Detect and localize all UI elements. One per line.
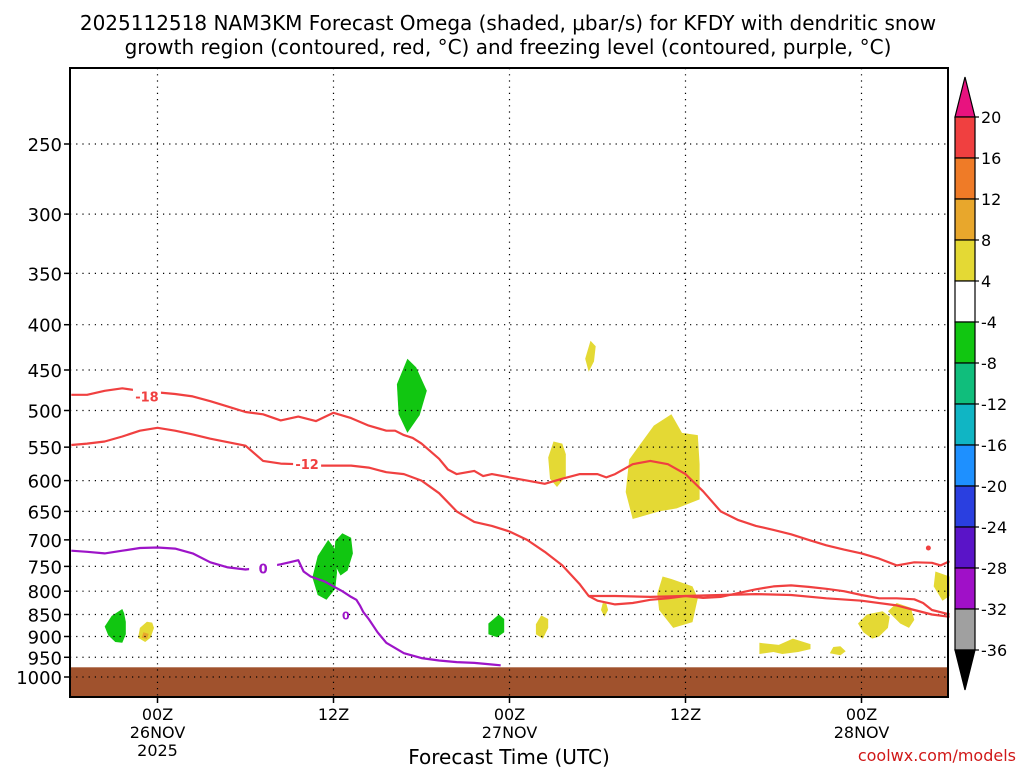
omega-region xyxy=(548,441,566,487)
colorbar-swatch xyxy=(954,608,976,651)
y-axis-ticks: 2503003504004505005506006507007508008509… xyxy=(16,135,70,689)
omega-region xyxy=(933,571,950,601)
contour-label-bg xyxy=(132,388,161,405)
colorbar-swatch xyxy=(954,485,976,528)
contour-dendritic-lower xyxy=(71,426,950,616)
colorbar-label: -8 xyxy=(981,354,997,373)
y-tick-label: 250 xyxy=(28,135,62,156)
y-tick-label: 550 xyxy=(28,438,62,459)
colorbar-swatch xyxy=(954,198,976,241)
y-tick-label: 900 xyxy=(28,627,62,648)
colorbar-label: -4 xyxy=(981,313,997,332)
x-tick-label: 12Z xyxy=(670,705,701,724)
omega-region xyxy=(535,615,549,639)
x-tick-label: 00Z xyxy=(846,705,877,724)
x-tick-label: 00Z xyxy=(494,705,525,724)
omega-region xyxy=(141,632,149,639)
contour-label: 0 xyxy=(342,609,350,622)
colorbar-swatch xyxy=(954,567,976,610)
y-tick-label: 1000 xyxy=(16,668,62,689)
y-tick-label: 750 xyxy=(28,557,62,578)
omega-region xyxy=(396,358,427,433)
contour-label-bg xyxy=(249,560,278,577)
colorbar-swatch xyxy=(954,444,976,487)
contour-label: -18 xyxy=(135,390,159,405)
contour-label-bg xyxy=(293,456,322,473)
y-tick-label: 300 xyxy=(28,205,62,226)
omega-region xyxy=(601,603,609,617)
y-tick-label: 450 xyxy=(28,361,62,382)
contour-dot xyxy=(925,545,931,551)
omega-shading xyxy=(104,340,950,656)
x-tick-label: 12Z xyxy=(318,705,349,724)
colorbar-swatch xyxy=(954,280,976,323)
omega-region xyxy=(829,646,846,656)
colorbar-label: -16 xyxy=(981,436,1007,455)
y-tick-label: 850 xyxy=(28,606,62,627)
colorbar-label: 8 xyxy=(981,231,991,250)
y-tick-label: 950 xyxy=(28,648,62,669)
y-tick-label: 350 xyxy=(28,264,62,285)
colorbar-label: -28 xyxy=(981,559,1007,578)
colorbar-swatch xyxy=(954,403,976,446)
chart-title-line-2: growth region (contoured, red, °C) and f… xyxy=(125,35,892,59)
y-tick-label: 600 xyxy=(28,472,62,493)
y-tick-label: 800 xyxy=(28,582,62,603)
colorbar-label: 16 xyxy=(981,149,1001,168)
colorbar-swatch xyxy=(954,116,976,159)
colorbar-swatch xyxy=(954,526,976,569)
y-tick-label: 650 xyxy=(28,502,62,523)
colorbar-swatch xyxy=(954,321,976,364)
colorbar-label: 12 xyxy=(981,190,1001,209)
colorbar-label: -32 xyxy=(981,600,1007,619)
omega-region xyxy=(333,533,353,576)
colorbar-arrow-top xyxy=(954,76,976,118)
colorbar-swatch xyxy=(954,362,976,405)
temperature-contours xyxy=(71,387,950,667)
contour-dendritic-lower-b xyxy=(588,592,950,618)
colorbar-label: -36 xyxy=(981,641,1007,660)
contour-label: -12 xyxy=(295,458,319,473)
x-tick-label: 2025 xyxy=(137,741,178,760)
omega-region xyxy=(858,611,890,639)
colorbar-swatch xyxy=(954,157,976,200)
contour-labels: -18 -12 0 0 xyxy=(132,388,931,622)
pressure-gridlines xyxy=(70,143,948,678)
chart-title-line-1: 2025112518 NAM3KM Forecast Omega (shaded… xyxy=(80,11,936,35)
omega-region xyxy=(759,638,811,654)
contour-dendritic-upper xyxy=(71,387,950,567)
x-tick-label: 26NOV xyxy=(130,723,186,742)
y-tick-label: 500 xyxy=(28,402,62,423)
plot-frame xyxy=(69,67,949,698)
omega-region xyxy=(625,414,700,519)
omega-region xyxy=(138,621,154,642)
colorbar-arrow-bottom xyxy=(954,649,976,691)
contour-freezing-level xyxy=(71,546,501,667)
omega-region xyxy=(488,614,505,638)
colorbar-label: 20 xyxy=(981,108,1001,127)
omega-region xyxy=(104,609,126,643)
time-gridlines xyxy=(156,68,863,697)
omega-region xyxy=(585,340,596,372)
colorbar-label: -20 xyxy=(981,477,1007,496)
colorbar-label: -12 xyxy=(981,395,1007,414)
omega-region xyxy=(657,576,698,628)
contour-label: 0 xyxy=(259,562,268,577)
x-tick-label: 28NOV xyxy=(834,723,890,742)
colorbar-swatch xyxy=(954,239,976,282)
x-tick-label: 27NOV xyxy=(482,723,538,742)
y-tick-label: 700 xyxy=(28,531,62,552)
credit-text: coolwx.com/models xyxy=(858,746,1016,765)
x-tick-label: 00Z xyxy=(142,705,173,724)
colorbar-label: 4 xyxy=(981,272,991,291)
x-axis-label: Forecast Time (UTC) xyxy=(408,745,610,768)
y-tick-label: 400 xyxy=(28,316,62,337)
colorbar: 20 16 12 8 4 -4 -8 -12 -16 -20 -24 -28 -32 -36 xyxy=(954,76,1007,691)
colorbar-label: -24 xyxy=(981,518,1007,537)
